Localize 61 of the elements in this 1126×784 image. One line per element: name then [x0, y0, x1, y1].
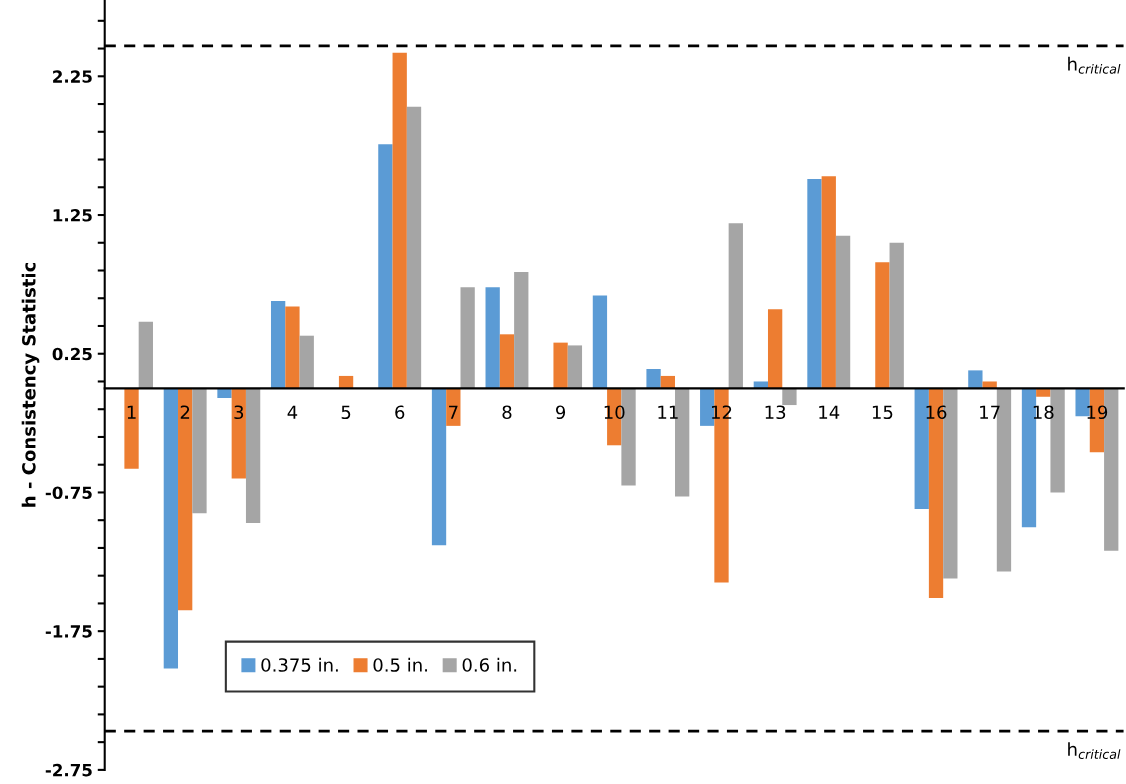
y-tick-label: -2.75 — [45, 763, 92, 777]
bar — [163, 388, 179, 669]
bar — [835, 235, 851, 389]
x-tick-label: 9 — [555, 405, 566, 420]
bar — [124, 388, 139, 469]
bar — [446, 388, 461, 426]
legend-label: 0.6 in. — [462, 657, 517, 672]
bar — [245, 388, 261, 523]
ref-line-label: h$_{critical}$ — [1068, 56, 1121, 74]
bar — [553, 342, 568, 389]
bar — [514, 271, 529, 389]
bar — [567, 345, 583, 389]
legend-label: 0.375 in. — [261, 657, 338, 672]
x-tick-label: 8 — [502, 405, 512, 420]
bar — [431, 388, 447, 546]
x-tick-label: 13 — [765, 405, 786, 420]
x-tick-label: 14 — [819, 405, 840, 419]
bar — [178, 388, 193, 611]
y-tick-label: 1.25 — [53, 208, 92, 222]
bar — [392, 52, 407, 389]
bar — [1036, 388, 1051, 397]
bar — [807, 178, 822, 389]
bar — [968, 370, 983, 389]
x-tick-label: 2 — [180, 405, 190, 419]
bar — [889, 242, 904, 389]
bar — [460, 287, 475, 389]
y-tick-label: 2.25 — [53, 70, 92, 83]
bar — [714, 388, 729, 583]
bar — [270, 301, 286, 389]
x-tick-label: 7 — [449, 405, 458, 419]
x-tick-label: 15 — [872, 405, 893, 420]
x-tick-label: 6 — [395, 405, 405, 420]
bar — [728, 223, 743, 389]
bar — [499, 334, 515, 389]
legend-label: 0.5 in. — [373, 657, 427, 672]
x-tick-label: 4 — [287, 405, 298, 419]
y-tick-label: -1.75 — [45, 625, 92, 638]
y-tick-label: 0.25 — [52, 347, 92, 361]
bar — [378, 144, 393, 389]
bar — [299, 335, 314, 389]
bar — [217, 388, 232, 399]
bar — [767, 309, 783, 389]
bar — [646, 368, 661, 389]
x-tick-label: 3 — [234, 405, 244, 420]
bar — [592, 295, 608, 389]
x-tick-label: 11 — [658, 405, 678, 419]
x-tick-label: 1 — [127, 405, 136, 419]
bar — [231, 388, 246, 479]
ref-line-label: h$_{critical}$ — [1068, 742, 1121, 759]
y-tick-label: -0.75 — [45, 486, 92, 500]
bar — [192, 388, 207, 514]
y-axis-title: h - Consistency Statistic — [21, 262, 40, 507]
x-tick-label: 5 — [341, 405, 351, 420]
bar — [782, 388, 797, 406]
bar — [875, 262, 890, 389]
bar — [821, 176, 836, 389]
bar — [485, 287, 500, 389]
x-tick-label: 17 — [980, 405, 1000, 419]
bar — [406, 106, 422, 389]
bar — [285, 306, 300, 389]
bar — [138, 321, 153, 389]
